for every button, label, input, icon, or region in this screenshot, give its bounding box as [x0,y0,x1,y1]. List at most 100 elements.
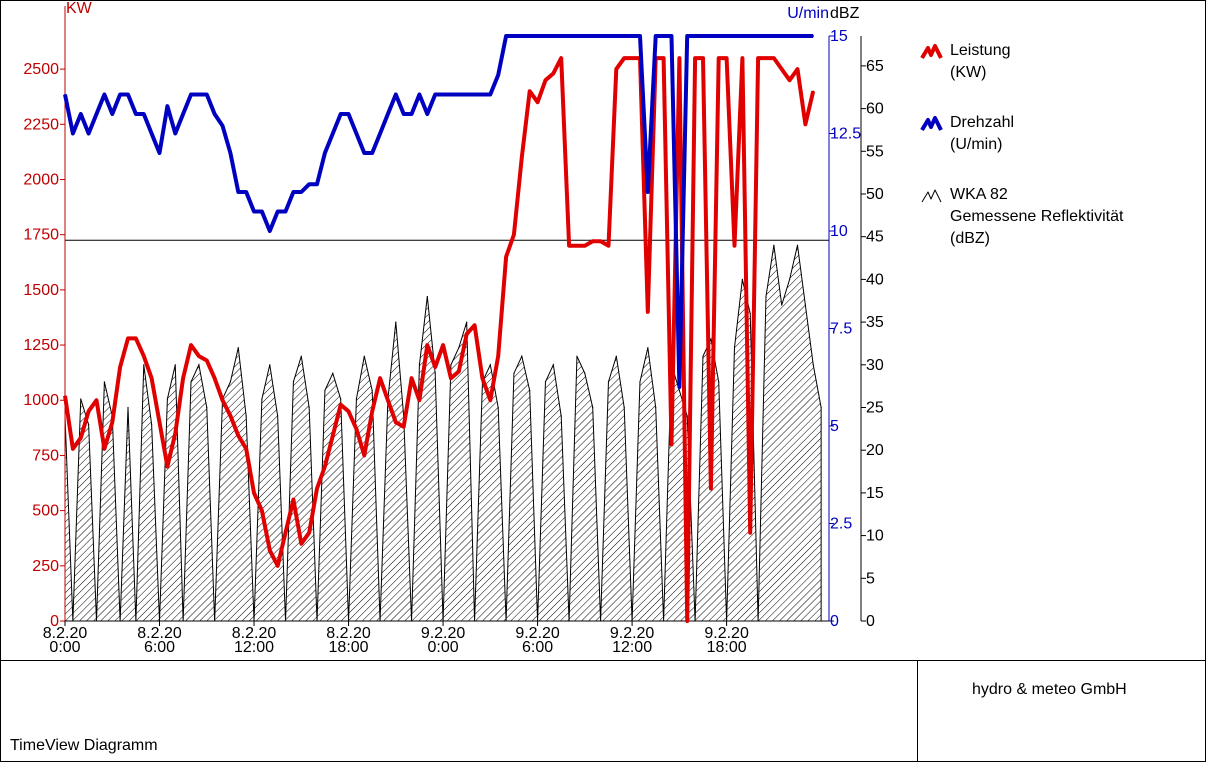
kw-point [72,448,74,450]
leistung-legend-icon [920,44,943,60]
kw-point [780,68,783,70]
rpm-point [568,35,570,37]
kw-tick-label: 1000 [23,392,59,409]
dbz-point [560,415,562,417]
x-tick-time: 18:00 [707,639,747,656]
dbz-tick-label: 45 [866,229,884,246]
rpm-axis-unit: U/min [787,5,829,22]
rpm-point [135,113,137,115]
x-tick-time: 6:00 [522,639,553,656]
kw-point [481,377,484,379]
dbz-point [332,372,334,374]
x-tick-date: 9.2.20 [704,625,749,642]
dbz-point [796,244,799,246]
dbz-point [592,406,594,409]
kw-point [64,395,66,397]
rpm-point [158,152,161,154]
dbz-tick-label: 40 [866,271,884,288]
rpm-point [702,35,704,37]
drehzahl-legend-icon [920,116,943,132]
dbz-point [245,415,247,417]
rpm-point [749,35,752,37]
dbz-point [190,381,192,383]
kw-point [812,90,815,92]
legend-wka82-unit: (dBZ) [950,230,990,247]
kw-point [749,531,752,534]
rpm-point [371,152,373,154]
dbz-point [623,406,625,409]
kw-point [710,487,712,490]
kw-point [300,542,303,545]
x-tick-date: 8.2.20 [326,625,371,642]
rpm-point [654,35,657,37]
rpm-point [276,210,279,213]
kw-point [686,620,689,622]
kw-point [182,377,184,379]
kw-point [135,337,137,340]
dbz-tick-label: 55 [866,143,884,160]
dbz-point [584,372,586,374]
kw-point [757,57,759,59]
kw-point [245,448,247,450]
kw-point [568,244,570,247]
kw-point [717,57,720,59]
legend-drehzahl-unit: (U/min) [950,136,1003,153]
dbz-point [615,355,617,357]
kw-point [379,377,381,379]
kw-point [363,454,366,457]
x-tick-date: 9.2.20 [610,625,655,642]
kw-point [229,414,232,417]
rpm-point [395,93,397,96]
rpm-tick-label: 2.5 [830,516,852,533]
rpm-point [741,35,744,37]
dbz-point [174,364,176,366]
kw-point [599,240,602,243]
rpm-point [198,93,200,96]
x-tick-date: 8.2.20 [232,625,277,642]
dbz-tick-label: 5 [866,570,875,587]
rpm-point [552,35,555,37]
kw-point [410,377,413,379]
dbz-point [710,338,712,340]
kw-point [284,531,287,534]
rpm-point [662,35,665,37]
x-tick-time: 12:00 [234,639,274,656]
rpm-point [599,35,602,37]
rpm-point [410,113,413,115]
kw-point [174,432,177,435]
diagram-title: TimeView Diagramm [10,737,158,754]
dbz-point [804,304,806,306]
dbz-point [576,355,578,357]
rpm-point [237,191,240,193]
rpm-point [111,113,114,115]
kw-point [205,359,208,362]
rpm-point [213,113,216,115]
kw-point [127,337,129,340]
kw-point [292,498,295,501]
kw-point [221,399,224,402]
rpm-tick-label: 7.5 [830,321,852,338]
rpm-point [631,35,633,37]
kw-tick-label: 2000 [23,171,59,188]
kw-point [458,370,460,373]
rpm-point [450,93,452,96]
dbz-point [269,364,271,366]
rpm-point [119,93,121,96]
kw-point [213,377,216,379]
kw-point [339,403,342,406]
dbz-point [426,295,428,298]
kw-point [395,421,397,424]
x-tick-time: 12:00 [612,639,652,656]
kw-point [741,57,744,59]
rpm-tick-label: 12.5 [830,126,861,143]
dbz-tick-label: 0 [866,613,875,630]
x-tick-date: 9.2.20 [421,625,466,642]
rpm-point [308,183,310,185]
rpm-point [103,93,106,96]
kw-point [773,57,775,59]
kw-point [142,355,145,357]
kw-point [796,68,799,70]
kw-point [702,57,704,59]
rpm-point [678,386,681,388]
dbz-point [458,347,460,349]
